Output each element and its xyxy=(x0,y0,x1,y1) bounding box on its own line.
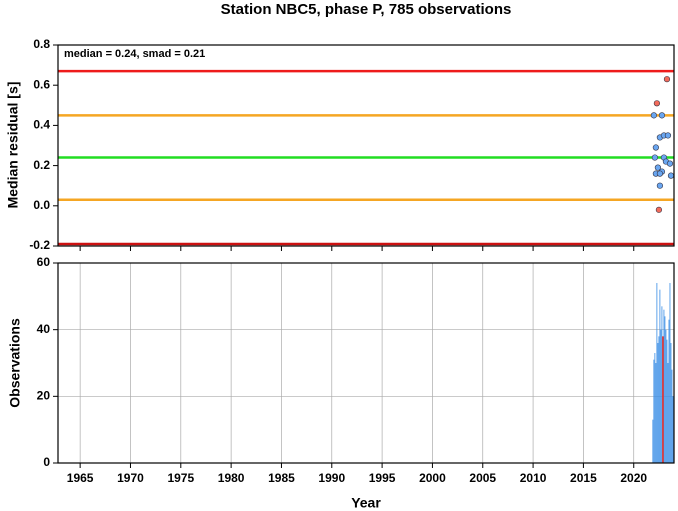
y-axis-label: Median residual [s] xyxy=(5,82,21,209)
y-tick-label: 0.4 xyxy=(33,118,50,132)
point xyxy=(658,112,666,119)
point xyxy=(663,76,671,83)
x-tick-label: 1970 xyxy=(117,471,144,485)
y-tick-label: 0.8 xyxy=(33,37,50,51)
bar xyxy=(668,319,670,463)
y-tick-label: 0 xyxy=(43,455,50,469)
x-tick-label: 1985 xyxy=(268,471,295,485)
bar xyxy=(657,343,659,463)
bar xyxy=(666,339,668,463)
x-axis-label: Year xyxy=(351,495,381,511)
y-tick-label: -0.2 xyxy=(29,238,50,252)
x-tick-label: 1990 xyxy=(318,471,345,485)
x-tick-label: 2015 xyxy=(570,471,597,485)
bar xyxy=(667,363,669,463)
bar xyxy=(663,309,665,463)
y-tick-label: 40 xyxy=(37,322,51,336)
point xyxy=(666,160,674,167)
point xyxy=(655,206,663,213)
y-tick-label: 60 xyxy=(37,255,51,269)
bar xyxy=(655,363,657,463)
x-tick-label: 2000 xyxy=(419,471,446,485)
y-tick-label: 20 xyxy=(37,389,51,403)
bar xyxy=(664,316,666,463)
point xyxy=(664,132,672,139)
point xyxy=(656,182,664,189)
bar xyxy=(656,283,658,463)
y-tick-label: 0.2 xyxy=(33,158,50,172)
bar xyxy=(659,289,661,463)
point xyxy=(651,154,658,161)
x-tick-label: 1965 xyxy=(67,471,94,485)
point xyxy=(654,164,661,171)
x-tick-label: 2010 xyxy=(520,471,547,485)
bar xyxy=(665,329,667,463)
bar xyxy=(653,359,655,463)
x-tick-label: 2005 xyxy=(469,471,496,485)
bar xyxy=(652,419,654,463)
bar xyxy=(671,369,673,463)
plot-frame xyxy=(57,44,675,247)
x-tick-label: 2020 xyxy=(620,471,647,485)
point xyxy=(653,100,660,107)
x-tick-label: 1995 xyxy=(369,471,396,485)
plot-frame xyxy=(57,262,675,464)
x-tick-label: 1975 xyxy=(167,471,194,485)
y-tick-label: 0.6 xyxy=(33,77,50,91)
bar xyxy=(660,329,662,463)
point xyxy=(656,170,664,177)
bar xyxy=(670,343,672,463)
bar xyxy=(669,283,671,463)
bar xyxy=(654,353,656,463)
x-tick-label: 1980 xyxy=(218,471,245,485)
point xyxy=(667,172,675,179)
point xyxy=(650,112,657,119)
bar xyxy=(661,306,663,463)
chart-title: Station NBC5, phase P, 785 observations xyxy=(221,1,512,18)
annotation: median = 0.24, smad = 0.21 xyxy=(64,48,205,60)
y-axis-label: Observations xyxy=(7,318,23,408)
bar xyxy=(658,336,660,463)
point xyxy=(652,144,659,151)
bar xyxy=(662,336,664,463)
y-tick-label: 0.0 xyxy=(33,198,50,212)
bar xyxy=(672,396,674,463)
